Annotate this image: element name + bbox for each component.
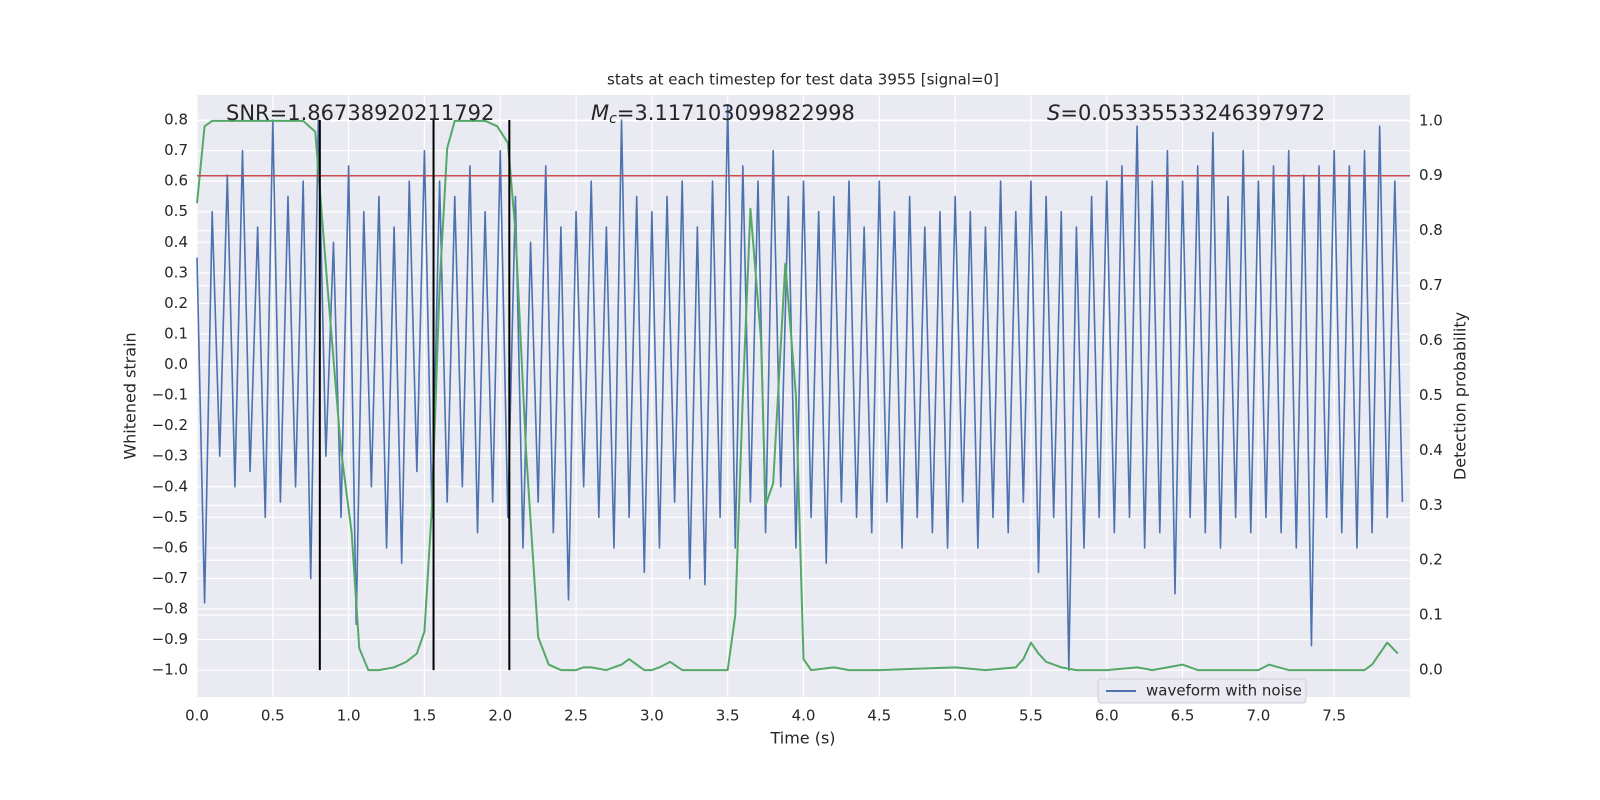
x-tick-label: 6.0 [1095, 707, 1119, 725]
y-tick-label: 0.1 [164, 324, 188, 342]
y-tick-label: 0.7 [164, 141, 188, 159]
y2-tick-label: 0.6 [1419, 331, 1443, 349]
annotation: SNR=1.86738920211792 [226, 101, 494, 125]
legend-label: waveform with noise [1146, 682, 1302, 700]
y-axis-label: Whitened strain [121, 332, 140, 459]
y2-tick-label: 0.5 [1419, 386, 1443, 404]
y-tick-label: −0.4 [152, 477, 188, 495]
x-tick-label: 6.5 [1171, 707, 1195, 725]
x-tick-label: 0.0 [185, 707, 209, 725]
y-tick-label: −0.7 [152, 569, 188, 587]
x-tick-label: 2.5 [564, 707, 588, 725]
x-tick-label: 2.0 [488, 707, 512, 725]
x-tick-label: 4.0 [792, 707, 816, 725]
y-tick-label: 0.3 [164, 263, 188, 281]
x-tick-label: 3.5 [716, 707, 740, 725]
y-tick-label: −0.2 [152, 416, 188, 434]
x-tick-label: 1.5 [413, 707, 437, 725]
y-tick-label: 0.8 [164, 111, 188, 129]
marks [196, 103, 1410, 672]
annotation-symbol: S [1047, 101, 1060, 125]
y-tick-label: −0.5 [152, 508, 188, 526]
y2-tick-label: 0.0 [1419, 661, 1443, 679]
y-tick-label: 0.2 [164, 294, 188, 312]
x-tick-label: 1.0 [337, 707, 361, 725]
annotation: S=0.05335533246397972 [1047, 101, 1325, 125]
y2-tick-label: 0.1 [1419, 606, 1443, 624]
annotation-symbol: M [591, 101, 609, 125]
y2-tick-label: 1.0 [1419, 111, 1443, 129]
y-tick-label: −0.3 [152, 447, 188, 465]
x-tick-label: 3.0 [640, 707, 664, 725]
y-tick-label: −1.0 [152, 661, 188, 679]
y2-tick-label: 0.3 [1419, 496, 1443, 514]
y-tick-label: 0.4 [164, 233, 188, 251]
annotation-subscript: c [609, 111, 617, 127]
x-tick-label: 7.0 [1246, 707, 1270, 725]
x-tick-label: 4.5 [867, 707, 891, 725]
y-tick-label: 0.5 [164, 202, 188, 220]
annotation-text: =3.117103099822998 [617, 101, 855, 125]
y2-tick-label: 0.8 [1419, 221, 1443, 239]
annotation: Mc=3.117103099822998 [591, 101, 855, 127]
annotation-text: SNR=1.86738920211792 [226, 101, 494, 125]
y-tick-label: −0.8 [152, 599, 188, 617]
x-tick-label: 5.5 [1019, 707, 1043, 725]
y-tick-label: −0.6 [152, 538, 188, 556]
x-axis-label: Time (s) [769, 729, 835, 748]
y2-tick-label: 0.2 [1419, 551, 1443, 569]
legend-box [1097, 678, 1307, 704]
y-tick-label: −0.9 [152, 630, 188, 648]
series-line [196, 103, 1404, 671]
series-line [196, 119, 1399, 672]
x-tick-label: 5.0 [943, 707, 967, 725]
y2-axis-label: Detection probability [1451, 312, 1470, 480]
y-tick-label: −0.1 [152, 386, 188, 404]
chart-title: stats at each timestep for test data 395… [607, 71, 999, 89]
y2-tick-label: 0.4 [1419, 441, 1443, 459]
x-tick-label: 7.5 [1322, 707, 1346, 725]
y2-tick-label: 0.7 [1419, 276, 1443, 294]
x-tick-label: 0.5 [261, 707, 285, 725]
annotation-text: =0.05335533246397972 [1060, 101, 1325, 125]
y2-tick-label: 0.9 [1419, 166, 1443, 184]
y-tick-label: 0.6 [164, 172, 188, 190]
y-tick-label: 0.0 [164, 355, 188, 373]
